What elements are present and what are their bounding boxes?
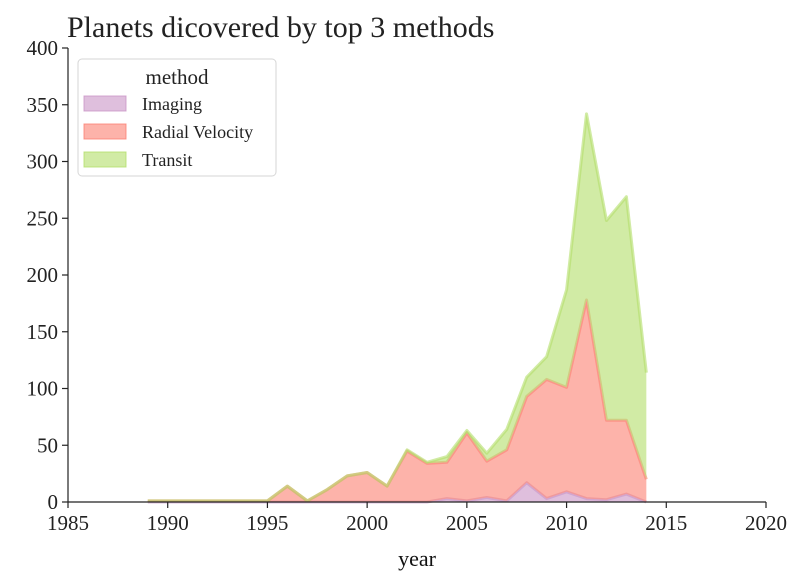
x-tick-label: 1995 xyxy=(246,511,288,535)
legend-swatch-radial-velocity xyxy=(83,123,127,140)
y-tick-label: 350 xyxy=(27,93,59,117)
x-tick-label: 2015 xyxy=(645,511,687,535)
y-tick-label: 300 xyxy=(27,150,59,174)
y-tick-label: 150 xyxy=(27,320,59,344)
y-tick-label: 250 xyxy=(27,206,59,230)
y-tick-label: 200 xyxy=(27,263,59,287)
chart-title: Planets dicovered by top 3 methods xyxy=(67,11,494,44)
legend-label-transit: Transit xyxy=(142,150,192,170)
legend-label-radial-velocity: Radial Velocity xyxy=(142,122,253,142)
legend-label-imaging: Imaging xyxy=(142,94,202,114)
x-tick-label: 1985 xyxy=(47,511,89,535)
x-tick-label: 2020 xyxy=(745,511,787,535)
legend-swatch-transit xyxy=(83,151,127,168)
x-tick-label: 2005 xyxy=(446,511,488,535)
axes-group: 1985 1990 1995 2000 2005 2010 2015 2020 0 50 100 15… xyxy=(27,36,788,535)
y-tick-label: 0 xyxy=(48,490,59,514)
area-radial-velocity xyxy=(147,299,647,502)
x-tick-label: 2000 xyxy=(346,511,388,535)
x-tick-label: 2010 xyxy=(546,511,588,535)
y-tick-label: 400 xyxy=(27,36,59,60)
x-axis-label: year xyxy=(398,546,437,571)
x-tick-label: 1990 xyxy=(147,511,189,535)
legend-frame xyxy=(77,58,277,177)
area-transit xyxy=(147,113,647,501)
legend: method Imaging Radial Velocity Transit xyxy=(77,58,277,177)
legend-title: method xyxy=(146,65,209,89)
legend-swatch-imaging xyxy=(83,95,127,112)
y-tick-label: 100 xyxy=(27,377,59,401)
line-transit xyxy=(147,112,648,503)
y-tick-label: 50 xyxy=(37,433,58,457)
legend-items: Imaging Radial Velocity Transit xyxy=(83,94,253,170)
